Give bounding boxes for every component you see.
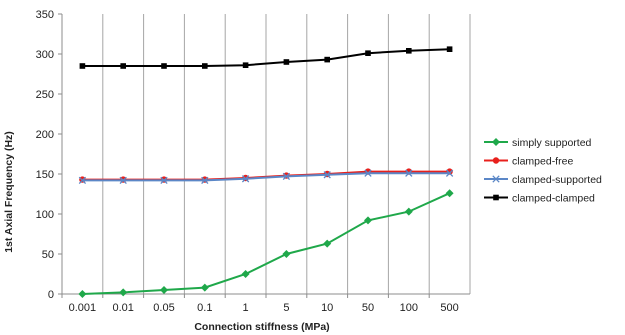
series-line [82, 192, 451, 295]
data-point [365, 50, 371, 56]
y-tick-labels: 0 50 100 150 200 250 300 350 [36, 9, 54, 301]
x-tick-label: 50 [362, 302, 374, 314]
legend: simply supported clamped-free clamped-supp… [484, 137, 602, 205]
y-axis-title: 1st Axial Frequency (Hz) [3, 131, 15, 253]
data-point [323, 239, 332, 248]
data-point [78, 176, 87, 185]
data-point [241, 270, 250, 278]
data-point [160, 176, 168, 185]
series-line [82, 172, 450, 182]
x-tick-label: 5 [283, 302, 289, 314]
data-point [404, 207, 413, 216]
data-point [200, 283, 209, 292]
legend-label: clamped-supported [512, 174, 602, 186]
data-point [323, 171, 331, 179]
data-point [282, 172, 291, 181]
legend-marker [492, 175, 500, 183]
data-point [241, 175, 250, 183]
legend-marker [493, 194, 499, 201]
data-point [202, 63, 208, 69]
legend-item: clamped-clamped [484, 193, 595, 205]
y-tick-label: 0 [48, 289, 54, 301]
axes [58, 13, 470, 298]
data-point [282, 250, 291, 258]
data-point [446, 46, 453, 52]
data-point [283, 59, 290, 65]
series-clamped-clamped [79, 46, 453, 69]
y-tick-label: 300 [36, 49, 54, 61]
y-tick-label: 50 [42, 249, 54, 261]
x-tick-label: 1 [243, 302, 249, 314]
legend-marker [492, 138, 500, 146]
x-tick-label: 0.001 [69, 302, 97, 314]
data-point [160, 286, 168, 294]
x-tick-label: 10 [321, 302, 333, 314]
x-tick-labels: 0.001 0.01 0.05 0.1 1 5 10 50 100 500 [69, 302, 459, 314]
x-axis-title: Connection stiffness (MPa) [194, 321, 329, 333]
data-point [79, 63, 86, 69]
data-point [364, 216, 372, 225]
data-point [161, 63, 167, 69]
y-tick-label: 200 [36, 129, 54, 141]
data-point [406, 48, 412, 54]
data-point [242, 62, 249, 68]
series-simply-supported [78, 189, 454, 298]
legend-label: clamped-clamped [512, 193, 595, 205]
x-tick-label: 0.05 [153, 302, 174, 314]
series-clamped-supported [78, 169, 454, 185]
data-point [119, 176, 127, 185]
data-point [364, 169, 372, 177]
data-point [405, 169, 413, 177]
data-point [78, 290, 87, 298]
legend-item: clamped-free [484, 156, 573, 168]
x-tick-label: 0.1 [197, 302, 212, 314]
y-tick-label: 100 [36, 209, 54, 221]
x-tick-label: 100 [400, 302, 418, 314]
data-point [201, 176, 209, 185]
data-point [120, 63, 126, 69]
series-lines [78, 46, 454, 298]
y-tick-label: 250 [36, 89, 54, 101]
data-point [445, 189, 454, 198]
data-point [445, 169, 454, 177]
legend-label: simply supported [512, 137, 592, 149]
data-point [119, 288, 128, 297]
y-tick-label: 350 [36, 9, 54, 21]
x-tick-label: 500 [440, 302, 458, 314]
y-tick-label: 150 [36, 169, 54, 181]
legend-label: clamped-free [512, 156, 573, 168]
series-line [82, 48, 450, 67]
data-point [324, 56, 330, 63]
legend-item: simply supported [484, 137, 592, 149]
x-tick-label: 0.01 [112, 302, 133, 314]
legend-marker [492, 157, 500, 164]
legend-item: clamped-supported [484, 174, 602, 186]
